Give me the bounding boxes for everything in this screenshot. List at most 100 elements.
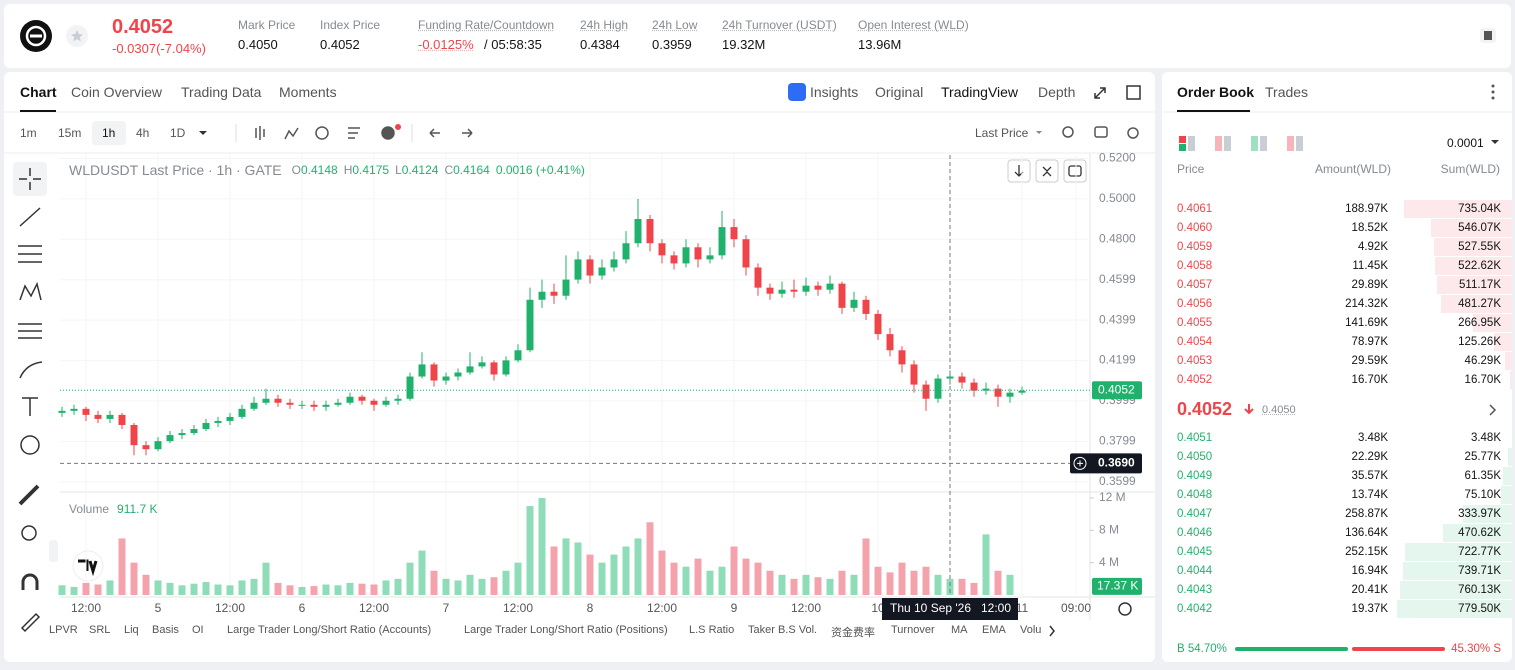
view-option[interactable]: Depth xyxy=(1038,84,1076,100)
candle-type-icon[interactable] xyxy=(255,126,265,140)
indicator[interactable]: Large Trader Long/Short Ratio (Accounts) xyxy=(227,624,432,636)
ob-price[interactable]: 0.4056 xyxy=(1177,298,1213,310)
undo-icon[interactable] xyxy=(429,128,440,138)
indicator[interactable]: Basis xyxy=(152,624,179,636)
collapse-toolbar[interactable] xyxy=(49,540,58,562)
tab[interactable]: Chart xyxy=(20,84,57,100)
interval[interactable]: 1h xyxy=(102,126,116,140)
candle-body xyxy=(826,283,834,290)
interval[interactable]: 15m xyxy=(58,126,82,140)
ob-price[interactable]: 0.4048 xyxy=(1177,489,1213,501)
indicator[interactable]: Taker B.S Vol. xyxy=(748,624,818,636)
indicator[interactable]: Liq xyxy=(124,624,139,636)
layout-icon[interactable] xyxy=(1215,136,1222,151)
ob-price[interactable]: 0.4054 xyxy=(1177,336,1213,348)
tab[interactable]: Coin Overview xyxy=(71,84,163,100)
tab[interactable]: Trading Data xyxy=(181,84,262,100)
ob-tab[interactable]: Trades xyxy=(1265,84,1309,100)
brush-tool[interactable] xyxy=(19,361,43,379)
volume-bar xyxy=(202,582,210,595)
indicator[interactable]: 资金费率 xyxy=(831,627,875,639)
layout-icon[interactable] xyxy=(1251,136,1258,151)
tab[interactable]: Moments xyxy=(279,84,337,100)
redo-icon[interactable] xyxy=(462,128,473,138)
pattern-tool[interactable] xyxy=(19,281,42,301)
ob-price[interactable]: 0.4060 xyxy=(1177,222,1213,234)
lock-tool[interactable] xyxy=(20,612,41,633)
layout-icon[interactable] xyxy=(1296,136,1303,151)
ob-price[interactable]: 0.4045 xyxy=(1177,546,1213,558)
fib-tool[interactable] xyxy=(18,245,42,263)
indicator[interactable]: EMA xyxy=(982,624,1006,636)
view-option[interactable]: Insights xyxy=(810,84,859,100)
interval[interactable]: 1m xyxy=(20,126,37,140)
replay-icon[interactable] xyxy=(315,126,329,140)
tick-size[interactable]: 0.0001 xyxy=(1447,136,1484,150)
price-type-dropdown[interactable] xyxy=(1036,131,1042,134)
ob-price[interactable]: 0.4059 xyxy=(1177,241,1213,253)
interval[interactable]: 1D xyxy=(170,126,186,140)
candle-body xyxy=(742,239,750,268)
layout-icon[interactable] xyxy=(1260,136,1267,151)
line-tool[interactable] xyxy=(19,207,41,227)
camera-icon[interactable] xyxy=(1094,126,1108,138)
more-icon[interactable] xyxy=(1491,84,1495,100)
indicator[interactable]: SRL xyxy=(89,624,111,636)
tick-dropdown[interactable] xyxy=(1491,140,1499,144)
crosshair-tool[interactable] xyxy=(19,168,41,190)
ob-price[interactable]: 0.4051 xyxy=(1177,432,1213,444)
indicator[interactable]: OI xyxy=(192,624,204,636)
indicator[interactable]: MA xyxy=(951,624,968,636)
ob-price[interactable]: 0.4055 xyxy=(1177,317,1213,329)
ob-price[interactable]: 0.4053 xyxy=(1177,355,1213,367)
ob-price[interactable]: 0.4042 xyxy=(1177,603,1213,615)
indicator-icon[interactable] xyxy=(284,127,299,140)
settings-icon[interactable] xyxy=(1127,127,1139,139)
ob-price[interactable]: 0.4050 xyxy=(1177,451,1213,463)
mid-arrow[interactable] xyxy=(1489,404,1497,416)
volume-bar xyxy=(550,546,558,595)
ob-price[interactable]: 0.4049 xyxy=(1177,470,1213,482)
ruler-tool[interactable] xyxy=(18,484,40,506)
price-type[interactable]: Last Price xyxy=(975,126,1029,140)
search-icon[interactable] xyxy=(1062,126,1074,138)
template-icon[interactable] xyxy=(348,127,360,139)
interval[interactable]: 4h xyxy=(136,126,150,140)
ob-price[interactable]: 0.4043 xyxy=(1177,584,1213,596)
view-option[interactable]: Original xyxy=(875,84,924,100)
layout-icon[interactable] xyxy=(1287,136,1294,151)
layout-icon[interactable] xyxy=(1224,136,1231,151)
indicator[interactable]: Turnover xyxy=(891,624,935,636)
text-tool[interactable] xyxy=(22,397,38,416)
window-icon[interactable] xyxy=(1126,85,1141,100)
axis-settings[interactable] xyxy=(1118,602,1132,616)
ob-price[interactable]: 0.4046 xyxy=(1177,527,1213,539)
emoji-tool[interactable] xyxy=(20,435,40,455)
interval-dropdown[interactable] xyxy=(199,131,207,135)
depth-bar xyxy=(1402,562,1512,580)
indicator[interactable]: L.S Ratio xyxy=(689,624,735,636)
magnet-tool[interactable] xyxy=(21,573,39,590)
ob-price[interactable]: 0.4052 xyxy=(1177,374,1213,386)
zoom-tool[interactable] xyxy=(21,525,37,541)
indicator[interactable]: LPVR xyxy=(49,624,78,636)
layout-icon[interactable] xyxy=(1179,144,1186,151)
expand-icon[interactable] xyxy=(1094,87,1106,99)
volume-bar xyxy=(322,584,330,595)
ob-price[interactable]: 0.4057 xyxy=(1177,279,1213,291)
indicator[interactable]: Large Trader Long/Short Ratio (Positions… xyxy=(464,624,668,636)
ob-tab[interactable]: Order Book xyxy=(1177,84,1255,100)
projection-tool[interactable] xyxy=(18,323,42,339)
indicator-scroll[interactable] xyxy=(1049,625,1055,637)
indicator[interactable]: Volu xyxy=(1020,624,1042,636)
layout-icon[interactable] xyxy=(1188,136,1195,151)
volume-bar xyxy=(130,562,138,595)
chart-button[interactable] xyxy=(1063,159,1087,183)
ob-price[interactable]: 0.4047 xyxy=(1177,508,1213,520)
ob-price[interactable]: 0.4044 xyxy=(1177,565,1213,577)
ob-price[interactable]: 0.4058 xyxy=(1177,260,1213,272)
view-option[interactable]: TradingView xyxy=(941,84,1019,100)
ob-price[interactable]: 0.4061 xyxy=(1177,203,1213,215)
add-icon[interactable] xyxy=(381,126,395,140)
layout-icon[interactable] xyxy=(1179,136,1186,143)
